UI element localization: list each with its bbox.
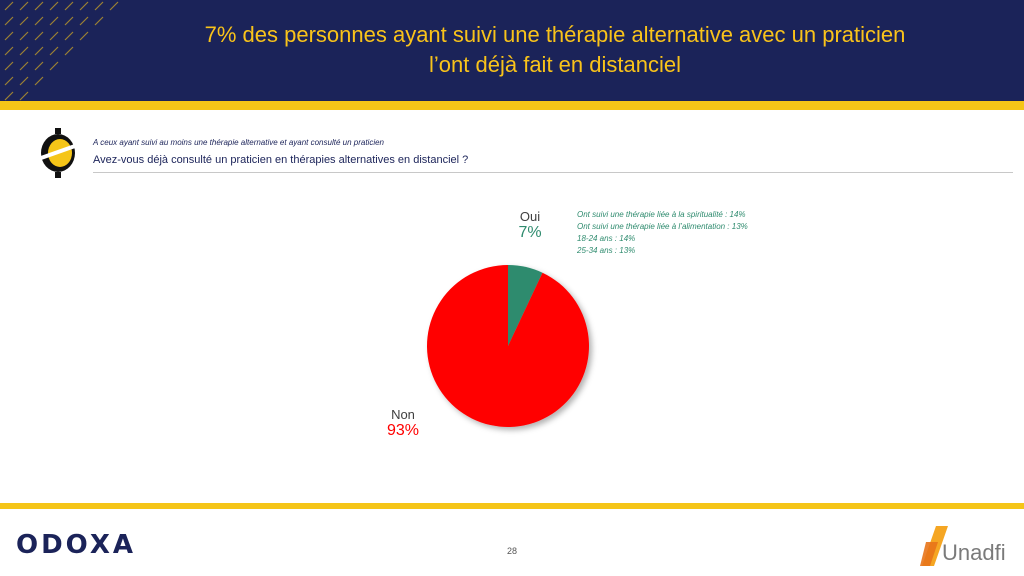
annotation-line: Ont suivi une thérapie liée à l’alimenta… [577,222,748,231]
pie-slice-non [426,265,589,427]
odoxa-logo: ODOXA [16,530,137,560]
question-text: Avez-vous déjà consulté un praticien en … [93,154,469,166]
non-label-group: Non 93% [378,407,428,440]
header-accent-band [0,101,1024,110]
footer-accent-band [0,503,1024,509]
annotation-line: Ont suivi une thérapie liée à la spiritu… [577,210,746,219]
unadfi-logo: Unadfi [920,526,1006,566]
annotation-line: 18-24 ans : 14% [577,234,636,243]
oui-label-group: Oui 7% [505,209,555,242]
page-number: 28 [506,546,517,556]
slice-value-oui: 7% [518,224,542,241]
pie-slice-oui [508,265,543,346]
question-icon [40,128,76,178]
slice-label-oui: Oui [519,209,541,224]
title-line-2: l’ont déjà fait en distanciel [429,52,681,77]
question-divider [93,172,1013,173]
slice-value-non: 93% [386,422,420,439]
question-subtitle: A ceux ayant suivi au moins une thérapie… [93,138,384,147]
slice-label-non: Non [391,407,415,422]
herringbone-pattern [4,1,119,101]
page-title: 7% des personnes ayant suivi une thérapi… [180,20,930,80]
unadfi-logo-text: Unadfi [942,540,1006,565]
title-line-1: 7% des personnes ayant suivi une thérapi… [204,22,906,47]
oui-annotations: Ont suivi une thérapie liée à la spiritu… [577,209,748,257]
annotation-line: 25-34 ans : 13% [577,246,636,255]
header-banner: 7% des personnes ayant suivi une thérapi… [0,0,1024,101]
